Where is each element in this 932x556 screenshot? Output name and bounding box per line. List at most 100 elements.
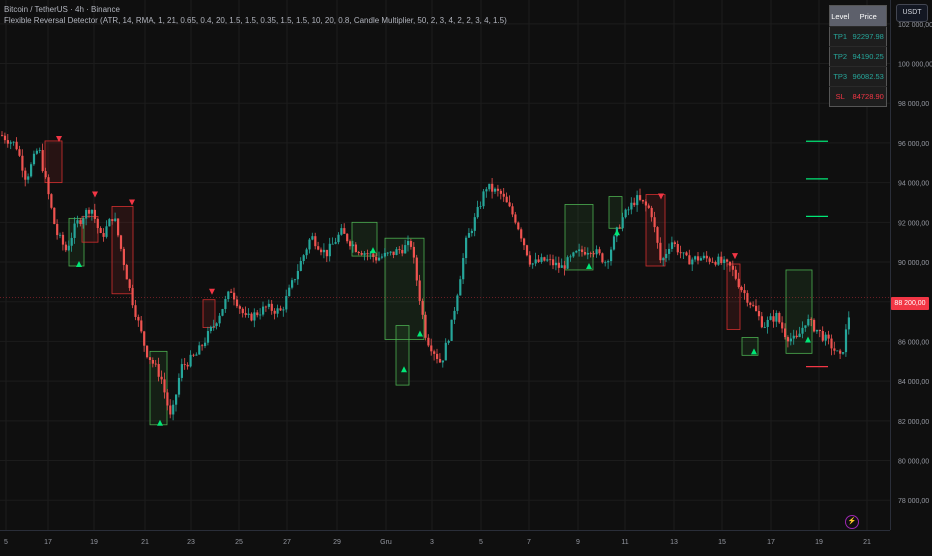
time-axis[interactable]: 5 17 19 21 23 25 27 29 Gru 3 5 7 9 11 13 15 17 19 21 bbox=[0, 530, 890, 551]
bullish-signal-box bbox=[384, 237, 425, 340]
candle-body bbox=[656, 227, 659, 243]
candle-body bbox=[93, 209, 96, 219]
levels-table: Level Price TP1 92297.98 TP2 94190.25 TP3 960… bbox=[829, 5, 887, 107]
candle-body bbox=[502, 193, 505, 197]
sell-signal-marker bbox=[56, 135, 62, 142]
x-tick-label: 9 bbox=[576, 539, 580, 546]
candle-body bbox=[737, 278, 740, 288]
candle-body bbox=[146, 345, 149, 358]
level-price: 96082.53 bbox=[850, 66, 887, 87]
level-name: TP3 bbox=[829, 66, 851, 87]
candle-body bbox=[731, 265, 734, 270]
currency-selector[interactable]: USDT bbox=[896, 4, 928, 22]
candle-body bbox=[702, 255, 705, 259]
candlestick-chart[interactable] bbox=[0, 0, 890, 530]
candle-body bbox=[334, 242, 337, 244]
candle-body bbox=[572, 252, 575, 257]
candle-body bbox=[557, 262, 560, 268]
price-axis[interactable]: 102 000,00 100 000,00 98 000,00 96 000,00 94… bbox=[890, 0, 932, 530]
candle-body bbox=[328, 243, 331, 257]
y-tick-label: 80 000,00 bbox=[898, 459, 929, 466]
candle-body bbox=[636, 195, 639, 206]
y-tick-label: 92 000,00 bbox=[898, 220, 929, 227]
candle-body bbox=[520, 229, 523, 239]
candle-body bbox=[769, 316, 772, 320]
sell-signal-marker bbox=[658, 193, 664, 200]
x-tick-label: 15 bbox=[718, 539, 726, 546]
candle-body bbox=[18, 149, 21, 156]
candle-body bbox=[760, 316, 763, 328]
chart-area[interactable] bbox=[0, 0, 890, 530]
candle-body bbox=[641, 199, 645, 202]
candle-body bbox=[711, 261, 714, 263]
chart-legend: Bitcoin / TetherUS · 4h · Binance Flexib… bbox=[4, 4, 507, 26]
candle-body bbox=[778, 313, 781, 323]
candle-body bbox=[842, 352, 845, 354]
candle-body bbox=[511, 206, 514, 215]
candle-body bbox=[418, 280, 421, 301]
candle-body bbox=[499, 190, 502, 194]
candle-body bbox=[728, 261, 732, 266]
candle-body bbox=[757, 311, 761, 317]
candle-body bbox=[685, 252, 688, 256]
candle-body bbox=[221, 309, 224, 316]
candle-body bbox=[621, 217, 624, 229]
candle-body bbox=[186, 364, 189, 367]
candle-body bbox=[235, 299, 239, 307]
x-tick-label: 7 bbox=[527, 539, 531, 546]
candle-body bbox=[485, 189, 488, 192]
candle-body bbox=[441, 360, 444, 363]
y-tick-label: 90 000,00 bbox=[898, 260, 929, 267]
x-tick-label: 17 bbox=[767, 539, 775, 546]
candle-body bbox=[630, 202, 633, 210]
lightning-icon[interactable]: ⚡ bbox=[845, 515, 859, 529]
candle-body bbox=[325, 249, 328, 257]
candle-body bbox=[792, 335, 795, 339]
candle-body bbox=[398, 249, 401, 250]
candle-body bbox=[3, 135, 7, 141]
candle-body bbox=[317, 246, 320, 250]
candle-body bbox=[798, 333, 801, 338]
candle-body bbox=[424, 314, 427, 338]
indicator-title[interactable]: Flexible Reversal Detector (ATR, 14, RMA… bbox=[4, 16, 507, 25]
candle-body bbox=[537, 259, 540, 263]
candle-body bbox=[815, 329, 819, 332]
candle-body bbox=[717, 256, 720, 265]
candle-body bbox=[647, 205, 650, 208]
candle-body bbox=[108, 219, 111, 227]
candle-body bbox=[401, 249, 404, 254]
candle-body bbox=[673, 242, 676, 245]
candle-body bbox=[189, 354, 192, 367]
candle-body bbox=[183, 364, 186, 365]
candle-body bbox=[198, 345, 201, 355]
candle-body bbox=[259, 314, 262, 316]
y-tick-label: 102 000,00 bbox=[898, 22, 932, 29]
candle-body bbox=[372, 253, 375, 258]
x-tick-label: 11 bbox=[621, 539, 628, 546]
candle-body bbox=[436, 353, 439, 359]
candle-body bbox=[270, 303, 273, 311]
candle-body bbox=[88, 209, 91, 214]
candle-body bbox=[378, 257, 381, 261]
candle-body bbox=[267, 303, 270, 307]
candle-body bbox=[343, 228, 346, 234]
candle-body bbox=[546, 259, 549, 261]
symbol-title[interactable]: Bitcoin / TetherUS · 4h · Binance bbox=[4, 5, 120, 14]
candle-body bbox=[528, 255, 531, 265]
candle-body bbox=[612, 236, 616, 250]
candle-body bbox=[740, 287, 743, 291]
candle-body bbox=[160, 376, 163, 380]
candle-body bbox=[111, 219, 114, 222]
candle-body bbox=[247, 313, 250, 315]
candle-body bbox=[322, 249, 326, 253]
candle-body bbox=[459, 279, 462, 296]
candle-body bbox=[119, 235, 123, 249]
candle-body bbox=[395, 249, 398, 255]
y-tick-label: 86 000,00 bbox=[898, 339, 929, 346]
x-tick-label: 5 bbox=[4, 539, 8, 546]
bullish-signal-box bbox=[395, 325, 410, 386]
candle-body bbox=[633, 202, 636, 206]
buy-signal-marker bbox=[370, 247, 376, 254]
candle-body bbox=[795, 335, 798, 338]
candle-body bbox=[302, 255, 305, 261]
